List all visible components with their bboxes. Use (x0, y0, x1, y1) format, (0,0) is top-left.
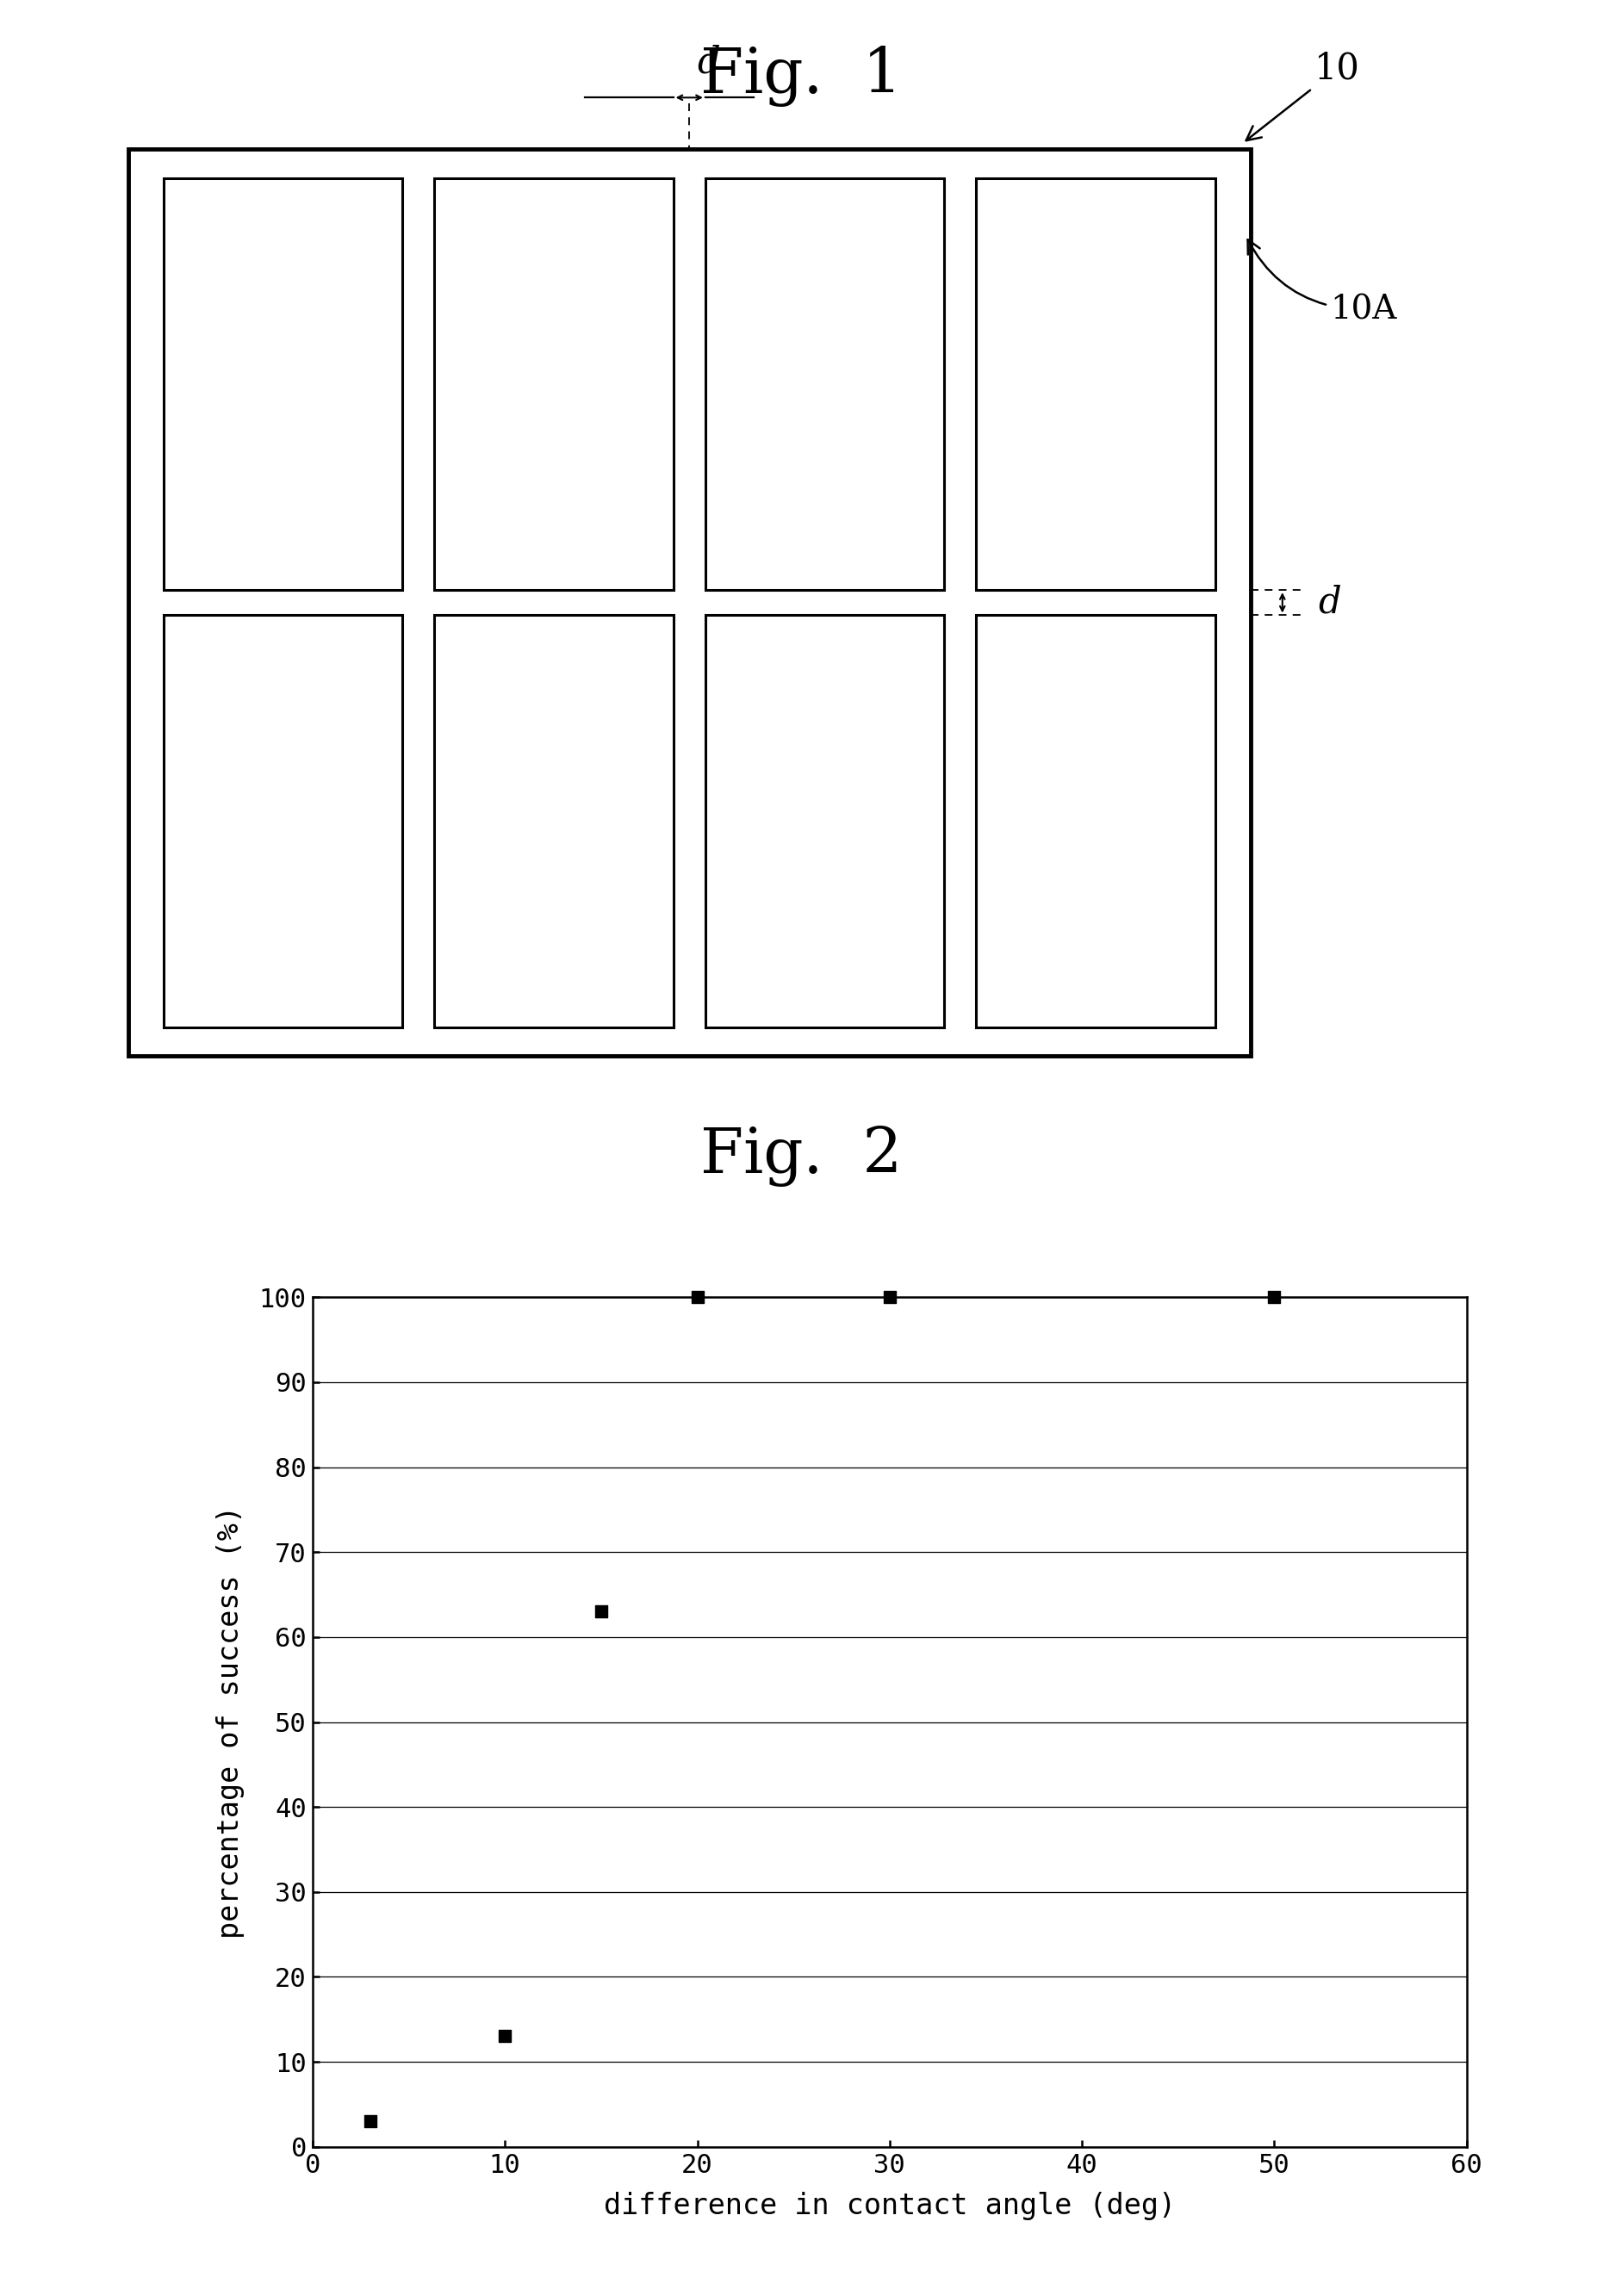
Bar (164, 177, 402, 590)
Bar (164, 615, 402, 1029)
Text: Fig.  1: Fig. 1 (701, 46, 902, 108)
Text: 10: 10 (1246, 51, 1359, 140)
Point (684, 1279, 710, 1316)
Point (877, 1279, 902, 1316)
Point (492, 2018, 518, 2055)
Bar (434, 177, 673, 590)
Text: Fig.  2: Fig. 2 (701, 1125, 902, 1187)
Point (1262, 1279, 1287, 1316)
Bar (976, 177, 1215, 590)
Bar (976, 615, 1215, 1029)
Bar (128, 149, 1250, 1056)
Bar (705, 615, 944, 1029)
Y-axis label: percentage of success (%): percentage of success (%) (216, 1506, 245, 1938)
Bar (705, 177, 944, 590)
Bar (434, 615, 673, 1029)
Text: d: d (697, 44, 720, 80)
X-axis label: difference in contact angle (deg): difference in contact angle (deg) (604, 2193, 1175, 2220)
Point (588, 1593, 614, 1630)
Point (357, 2103, 383, 2140)
Text: 10A: 10A (1247, 239, 1398, 326)
Text: d: d (1318, 585, 1340, 620)
